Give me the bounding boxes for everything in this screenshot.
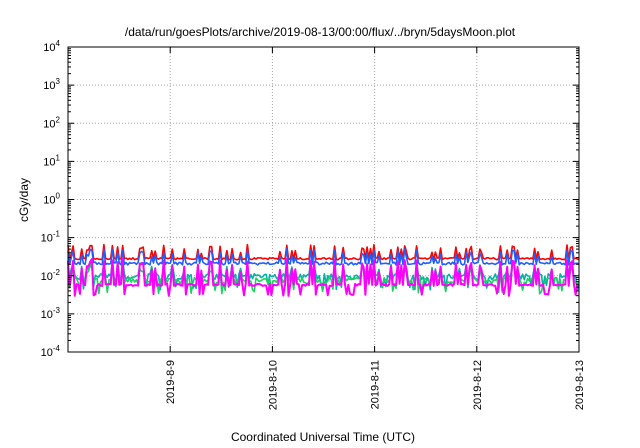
y-tick-label: 102	[43, 115, 60, 130]
series-line	[67, 258, 580, 297]
chart-title: /data/run/goesPlots/archive/2019-08-13/0…	[125, 25, 516, 39]
series-line	[67, 248, 580, 266]
x-tick-label: 2019-8-10	[267, 360, 279, 410]
y-axis-label: cGy/day	[17, 178, 31, 222]
series-line	[67, 243, 580, 261]
grid-layer	[68, 47, 579, 352]
series-line	[67, 258, 580, 291]
x-tick-label: 2019-8-13	[574, 360, 586, 410]
y-tick-label: 100	[43, 192, 60, 207]
y-tick-label: 103	[43, 77, 60, 92]
x-tick-label: 2019-8-9	[165, 360, 177, 404]
x-tick-label: 2019-8-11	[370, 360, 382, 409]
y-tick-label: 10-4	[41, 344, 61, 359]
y-tick-label: 10-2	[41, 268, 61, 283]
y-tick-label: 10-3	[41, 306, 61, 321]
x-tick-label: 2019-8-12	[472, 360, 484, 410]
y-tick-label: 104	[43, 39, 60, 54]
series-layer	[67, 243, 580, 297]
x-axis-label: Coordinated Universal Time (UTC)	[231, 430, 415, 444]
x-tick-labels: 2019-8-9 2019-8-10 2019-8-11 2019-8-12 2019-…	[165, 360, 586, 410]
y-tick-label: 10-1	[41, 230, 61, 245]
y-tick-label: 101	[43, 153, 60, 168]
y-tick-labels: 10-4 10-3 10-2 10-1 100 101 102 103 104	[41, 39, 61, 359]
tick-layer	[68, 46, 580, 353]
